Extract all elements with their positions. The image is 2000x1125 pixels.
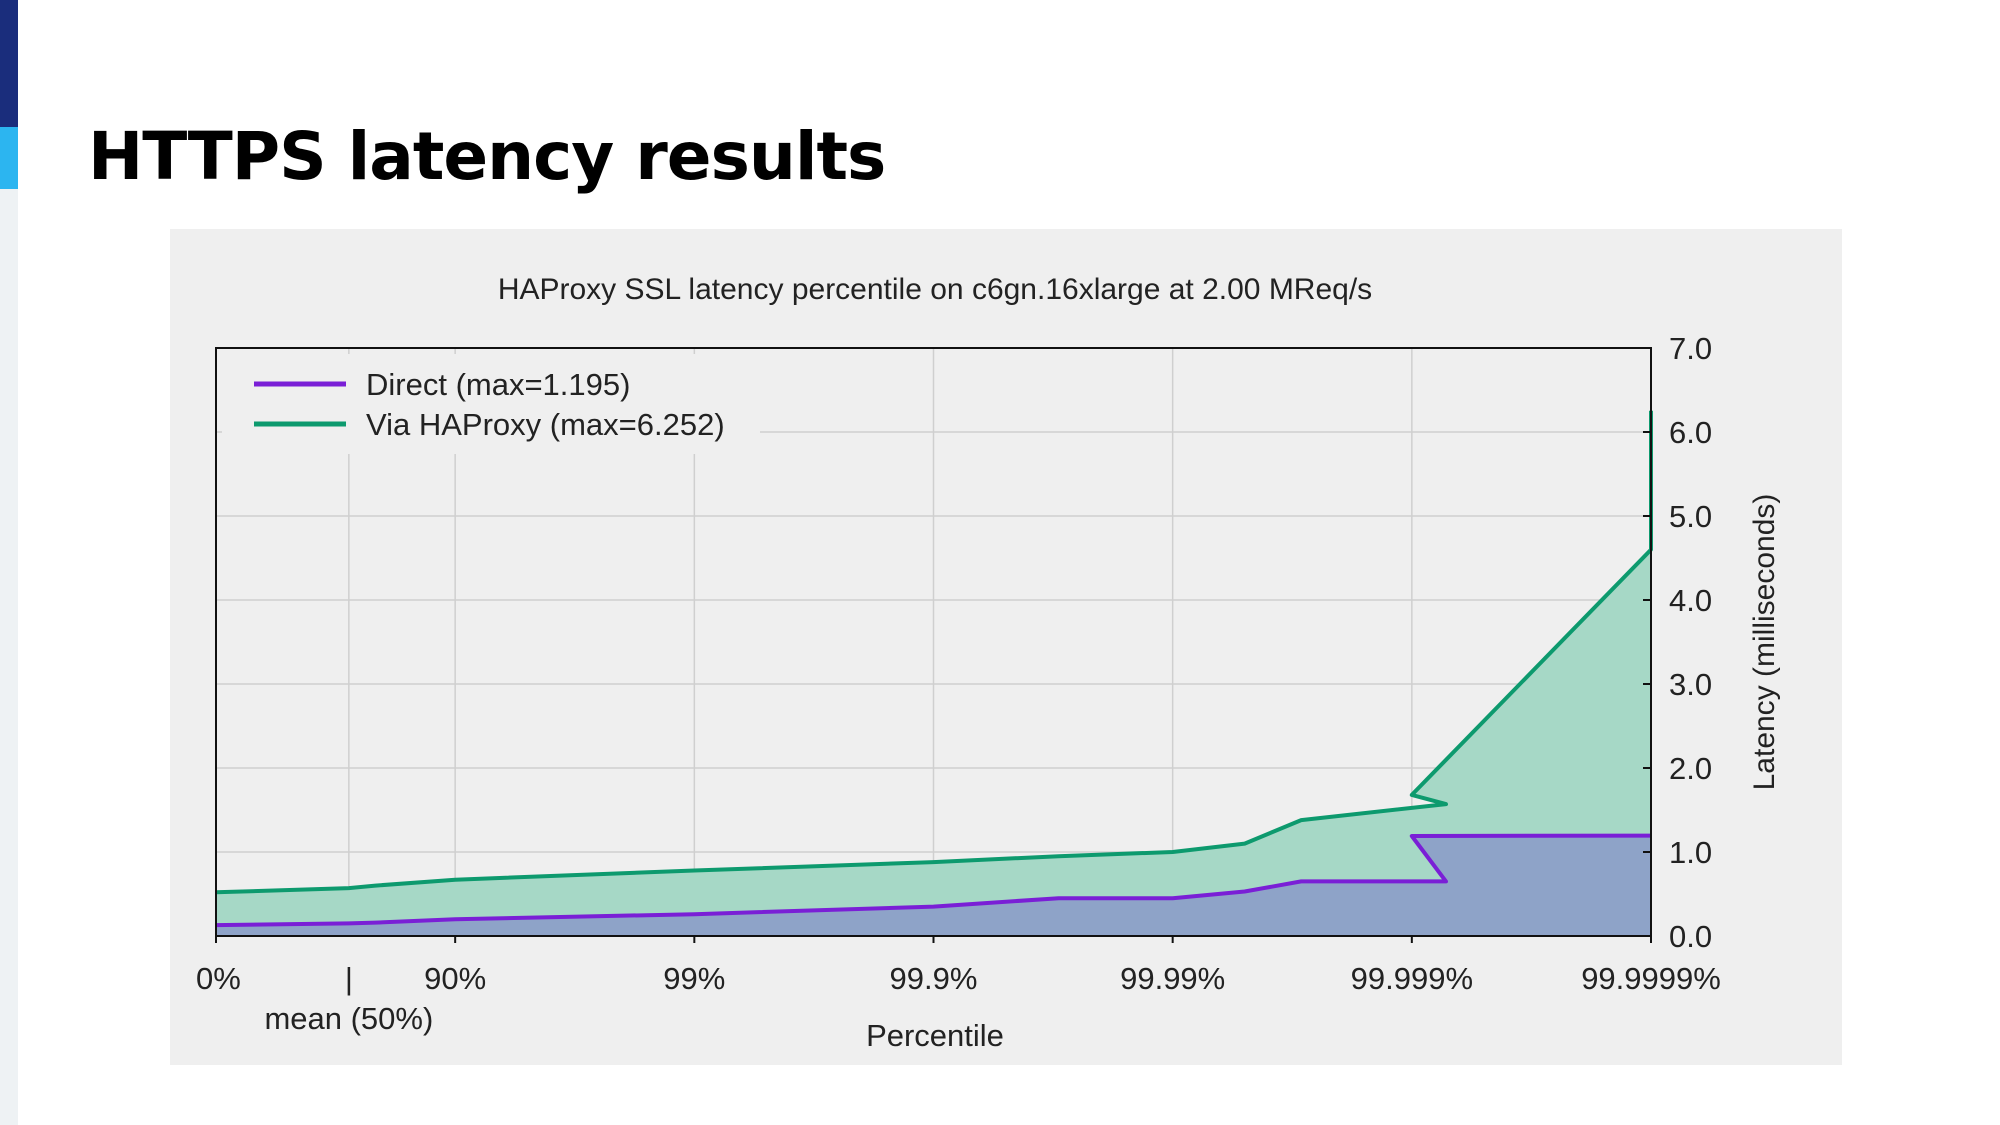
x-axis-label: Percentile xyxy=(866,1018,1004,1053)
series-line-1 xyxy=(215,410,1653,895)
chart-title: HAProxy SSL latency percentile on c6gn.1… xyxy=(498,273,1372,306)
y-tick-label: 7.0 xyxy=(1669,331,1712,366)
x-tick-label: 99.9% xyxy=(890,961,978,996)
x-tick-label: 0% xyxy=(196,961,241,996)
y-axis-ticks: 0.0 1.0 2.0 3.0 4.0 5.0 6.0 7.0 xyxy=(1643,331,1712,954)
y-tick-label: 5.0 xyxy=(1669,499,1712,534)
legend-label: Via HAProxy (max=6.252) xyxy=(366,407,725,442)
x-tick-label: 99% xyxy=(663,961,725,996)
series-area-0 xyxy=(216,835,1651,936)
y-tick-label: 4.0 xyxy=(1669,583,1712,618)
series-line-0 xyxy=(215,833,1652,928)
y-tick-label: 1.0 xyxy=(1669,835,1712,870)
y-tick-label: 0.0 xyxy=(1669,919,1712,954)
area-layer xyxy=(216,410,1651,936)
y-axis-label: Latency (milliseconds) xyxy=(1748,494,1781,791)
y-tick-label: 2.0 xyxy=(1669,751,1712,786)
line-layer xyxy=(215,410,1653,928)
chart-panel: HAProxy SSL latency percentile on c6gn.1… xyxy=(170,229,1842,1065)
left-strip xyxy=(0,0,18,1125)
accent-bar-light xyxy=(0,127,18,189)
legend: Direct (max=1.195) Via HAProxy (max=6.252… xyxy=(222,354,760,454)
mean-marker-label: mean (50%) xyxy=(264,1001,433,1036)
legend-label: Direct (max=1.195) xyxy=(366,367,630,402)
accent-bar-dark xyxy=(0,0,18,127)
x-tick-label: 99.99% xyxy=(1120,961,1225,996)
x-tick-label: 90% xyxy=(424,961,486,996)
mean-marker-tick: | xyxy=(345,961,353,996)
x-axis-ticks: 0% 90% 99% 99.9% 99.99% 99.999% 99.9999% | mean … xyxy=(196,936,1721,1036)
slide-title: HTTPS latency results xyxy=(88,118,886,195)
x-tick-label: 99.9999% xyxy=(1581,961,1721,996)
y-tick-label: 6.0 xyxy=(1669,415,1712,450)
latency-chart: HAProxy SSL latency percentile on c6gn.1… xyxy=(196,273,1781,1053)
y-tick-label: 3.0 xyxy=(1669,667,1712,702)
x-tick-label: 99.999% xyxy=(1351,961,1473,996)
legend-box xyxy=(222,354,760,454)
